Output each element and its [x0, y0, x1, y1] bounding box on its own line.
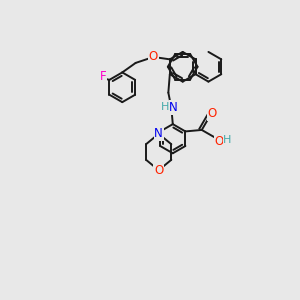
- Text: O: O: [149, 50, 158, 64]
- Text: H: H: [223, 135, 232, 145]
- Text: F: F: [100, 70, 107, 83]
- Text: O: O: [154, 164, 163, 177]
- Text: H: H: [160, 103, 169, 112]
- Text: N: N: [154, 127, 163, 140]
- Text: O: O: [207, 107, 217, 120]
- Text: O: O: [214, 135, 224, 148]
- Text: N: N: [169, 101, 178, 114]
